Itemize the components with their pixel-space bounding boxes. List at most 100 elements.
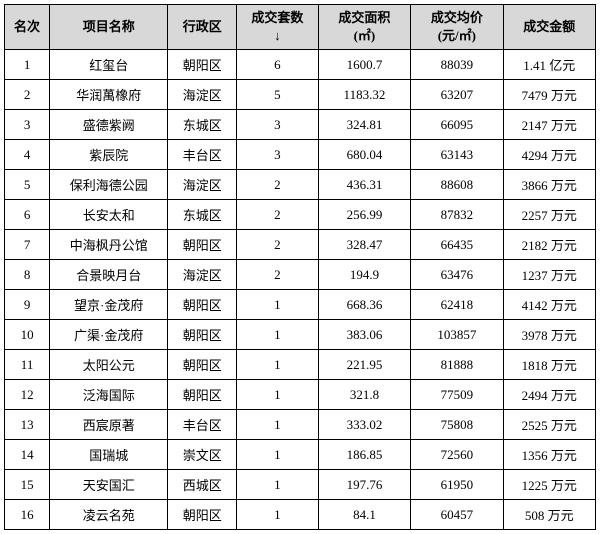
cell-amount: 1.41 亿元	[503, 50, 595, 80]
cell-district: 丰台区	[168, 410, 237, 440]
cell-amount: 1225 万元	[503, 470, 595, 500]
header-amount: 成交金额	[503, 5, 595, 50]
cell-price: 88039	[411, 50, 503, 80]
cell-price: 88608	[411, 170, 503, 200]
cell-area: 680.04	[318, 140, 410, 170]
cell-units: 1	[237, 500, 319, 530]
header-price-line1: 成交均价	[431, 10, 483, 25]
real-estate-table: 名次 项目名称 行政区 成交套数 ↓ 成交面积 (㎡) 成交均价 (元/㎡) 成…	[4, 4, 596, 530]
cell-name: 国瑞城	[50, 440, 168, 470]
cell-name: 太阳公元	[50, 350, 168, 380]
table-row: 11太阳公元朝阳区1221.95818881818 万元	[5, 350, 596, 380]
header-units-line1: 成交套数	[251, 10, 303, 25]
header-row: 名次 项目名称 行政区 成交套数 ↓ 成交面积 (㎡) 成交均价 (元/㎡) 成…	[5, 5, 596, 50]
table-body: 1红玺台朝阳区61600.7880391.41 亿元2华润萬橡府海淀区51183…	[5, 50, 596, 530]
cell-rank: 9	[5, 290, 50, 320]
header-name: 项目名称	[50, 5, 168, 50]
cell-amount: 2257 万元	[503, 200, 595, 230]
cell-units: 5	[237, 80, 319, 110]
cell-area: 436.31	[318, 170, 410, 200]
cell-amount: 4142 万元	[503, 290, 595, 320]
cell-district: 东城区	[168, 200, 237, 230]
cell-amount: 508 万元	[503, 500, 595, 530]
cell-rank: 1	[5, 50, 50, 80]
cell-units: 2	[237, 170, 319, 200]
cell-area: 221.95	[318, 350, 410, 380]
cell-rank: 11	[5, 350, 50, 380]
table-row: 7中海枫丹公馆朝阳区2328.47664352182 万元	[5, 230, 596, 260]
cell-name: 华润萬橡府	[50, 80, 168, 110]
header-rank: 名次	[5, 5, 50, 50]
cell-name: 西宸原著	[50, 410, 168, 440]
table-row: 4紫辰院丰台区3680.04631434294 万元	[5, 140, 596, 170]
cell-amount: 3978 万元	[503, 320, 595, 350]
cell-rank: 8	[5, 260, 50, 290]
cell-district: 朝阳区	[168, 290, 237, 320]
cell-rank: 10	[5, 320, 50, 350]
cell-rank: 13	[5, 410, 50, 440]
real-estate-table-container: 名次 项目名称 行政区 成交套数 ↓ 成交面积 (㎡) 成交均价 (元/㎡) 成…	[0, 0, 600, 534]
cell-district: 海淀区	[168, 170, 237, 200]
header-price: 成交均价 (元/㎡)	[411, 5, 503, 50]
cell-amount: 2147 万元	[503, 110, 595, 140]
cell-rank: 12	[5, 380, 50, 410]
cell-area: 186.85	[318, 440, 410, 470]
cell-price: 60457	[411, 500, 503, 530]
header-area-line2: (㎡)	[354, 28, 376, 43]
cell-price: 77509	[411, 380, 503, 410]
cell-area: 1600.7	[318, 50, 410, 80]
table-row: 15天安国汇西城区1197.76619501225 万元	[5, 470, 596, 500]
cell-amount: 3866 万元	[503, 170, 595, 200]
cell-price: 63476	[411, 260, 503, 290]
cell-district: 崇文区	[168, 440, 237, 470]
cell-price: 61950	[411, 470, 503, 500]
cell-price: 81888	[411, 350, 503, 380]
table-row: 10广渠·金茂府朝阳区1383.061038573978 万元	[5, 320, 596, 350]
cell-amount: 7479 万元	[503, 80, 595, 110]
cell-area: 1183.32	[318, 80, 410, 110]
cell-amount: 1356 万元	[503, 440, 595, 470]
table-row: 3盛德紫阙东城区3324.81660952147 万元	[5, 110, 596, 140]
cell-amount: 1237 万元	[503, 260, 595, 290]
cell-rank: 3	[5, 110, 50, 140]
header-units: 成交套数 ↓	[237, 5, 319, 50]
cell-district: 海淀区	[168, 80, 237, 110]
cell-rank: 4	[5, 140, 50, 170]
cell-district: 朝阳区	[168, 50, 237, 80]
cell-name: 长安太和	[50, 200, 168, 230]
cell-district: 西城区	[168, 470, 237, 500]
cell-rank: 15	[5, 470, 50, 500]
cell-price: 62418	[411, 290, 503, 320]
table-row: 13西宸原著丰台区1333.02758082525 万元	[5, 410, 596, 440]
cell-district: 朝阳区	[168, 230, 237, 260]
cell-rank: 5	[5, 170, 50, 200]
cell-units: 1	[237, 350, 319, 380]
cell-units: 1	[237, 290, 319, 320]
table-row: 1红玺台朝阳区61600.7880391.41 亿元	[5, 50, 596, 80]
cell-amount: 2494 万元	[503, 380, 595, 410]
cell-area: 256.99	[318, 200, 410, 230]
table-row: 8合景映月台海淀区2194.9634761237 万元	[5, 260, 596, 290]
cell-area: 328.47	[318, 230, 410, 260]
header-area-line1: 成交面积	[338, 10, 390, 25]
cell-units: 2	[237, 260, 319, 290]
cell-area: 333.02	[318, 410, 410, 440]
cell-name: 紫辰院	[50, 140, 168, 170]
cell-units: 1	[237, 410, 319, 440]
header-district: 行政区	[168, 5, 237, 50]
cell-rank: 2	[5, 80, 50, 110]
cell-rank: 14	[5, 440, 50, 470]
cell-name: 广渠·金茂府	[50, 320, 168, 350]
cell-price: 63207	[411, 80, 503, 110]
cell-name: 凌云名苑	[50, 500, 168, 530]
cell-units: 2	[237, 200, 319, 230]
cell-name: 天安国汇	[50, 470, 168, 500]
cell-district: 海淀区	[168, 260, 237, 290]
cell-name: 合景映月台	[50, 260, 168, 290]
cell-district: 朝阳区	[168, 320, 237, 350]
cell-units: 3	[237, 110, 319, 140]
cell-area: 321.8	[318, 380, 410, 410]
cell-rank: 7	[5, 230, 50, 260]
cell-name: 红玺台	[50, 50, 168, 80]
cell-units: 6	[237, 50, 319, 80]
